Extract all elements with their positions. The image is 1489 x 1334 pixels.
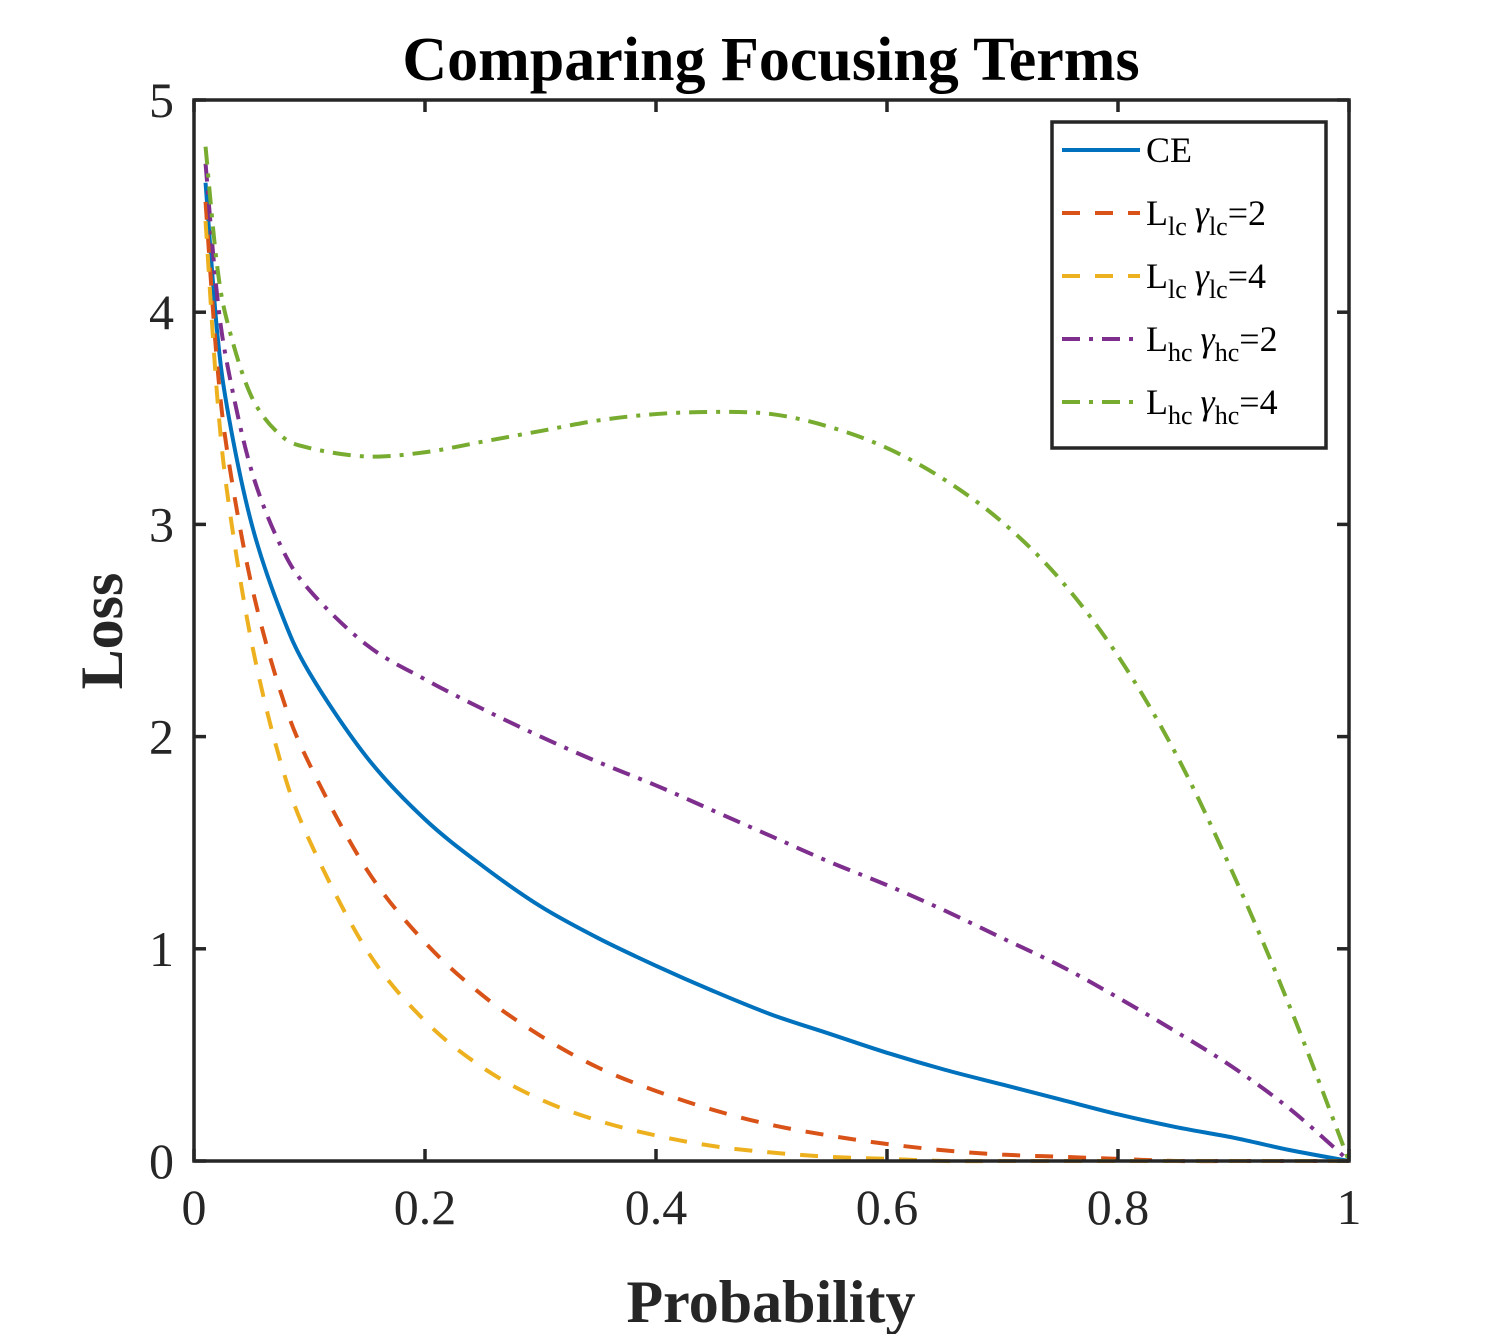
legend-box [1050, 120, 1328, 450]
x-tick-label: 0.4 [625, 1179, 688, 1235]
ticks-layer: 0 0.2 0.4 0.6 0.8 1 0 1 2 3 4 5 [149, 72, 1362, 1235]
y-tick-label: 0 [149, 1133, 174, 1189]
legend-label-3: Llc γlc=4 [1146, 256, 1266, 304]
x-tick-label: 0.2 [394, 1179, 457, 1235]
y-tick-label: 5 [149, 72, 174, 128]
series-line-1 [203, 182, 1350, 1163]
y-tick-label: 2 [149, 709, 174, 765]
x-tick-label: 1 [1337, 1179, 1362, 1235]
y-tick-label: 1 [149, 921, 174, 977]
chart-title: Comparing Focusing Terms [402, 26, 1139, 94]
series-line-2 [203, 201, 1349, 1164]
x-tick-label: 0.8 [1087, 1179, 1150, 1235]
legend: CE Llc γlc=2 Llc γlc=4 Lhc γhc=2 Lhc γhc=4 [1050, 120, 1328, 450]
y-tick-label: 4 [149, 284, 174, 340]
series-line-5 [203, 146, 1351, 1162]
series-line-4 [203, 163, 1351, 1163]
legend-label-5: Lhc γhc=4 [1146, 382, 1278, 430]
y-axis-label: Loss [69, 573, 135, 690]
x-tick-label: 0.6 [856, 1179, 919, 1235]
legend-label-1: CE [1146, 130, 1192, 170]
legend-label-2: Llc γlc=2 [1146, 193, 1266, 241]
plot-frame [192, 98, 1351, 1163]
legend-label-4: Lhc γhc=2 [1146, 319, 1278, 367]
y-tick-label: 3 [149, 496, 174, 552]
x-tick-label: 0 [182, 1179, 207, 1235]
x-axis-label: Probability [627, 1269, 916, 1334]
